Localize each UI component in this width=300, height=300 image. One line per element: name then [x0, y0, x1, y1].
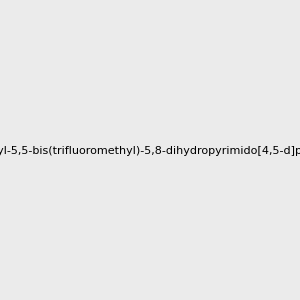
Text: 7-(4-fluorophenyl)-1-phenyl-5,5-bis(trifluoromethyl)-5,8-dihydropyrimido[4,5-d]p: 7-(4-fluorophenyl)-1-phenyl-5,5-bis(trif…: [0, 146, 300, 157]
